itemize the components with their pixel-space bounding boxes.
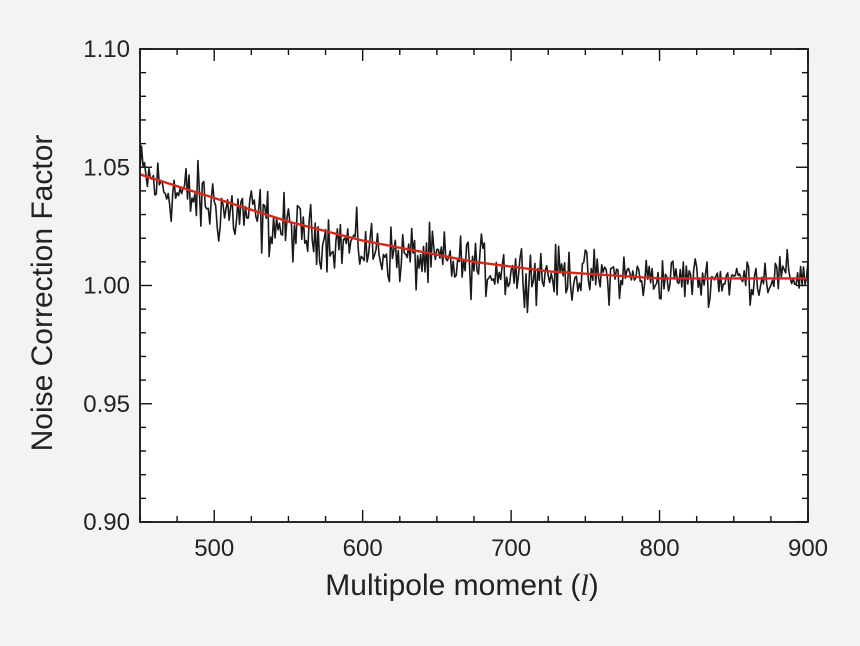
x-tick-label: 600	[343, 535, 383, 562]
y-tick-label: 1.05	[83, 154, 130, 181]
plot-area	[140, 49, 808, 522]
measured-noise-series	[139, 145, 809, 314]
y-tick-label: 0.90	[83, 509, 130, 536]
y-tick-labels: 0.90 0.95 1.00 1.05 1.10	[83, 36, 130, 536]
x-axis-title: Multipole moment (l)	[325, 569, 598, 602]
y-axis-title: Noise Correction Factor	[26, 135, 59, 452]
x-tick-labels: 500 600 700 800 900	[194, 535, 828, 562]
x-tick-label: 900	[788, 535, 828, 562]
fit-curve-series	[139, 173, 808, 280]
y-tick-label: 0.95	[83, 391, 130, 418]
x-tick-label: 800	[640, 535, 680, 562]
y-tick-label: 1.00	[83, 273, 130, 300]
axis-ticks	[139, 48, 809, 523]
y-tick-label: 1.10	[83, 36, 130, 63]
plot-frame	[139, 48, 809, 523]
x-tick-label: 700	[491, 535, 531, 562]
x-tick-label: 500	[194, 535, 234, 562]
